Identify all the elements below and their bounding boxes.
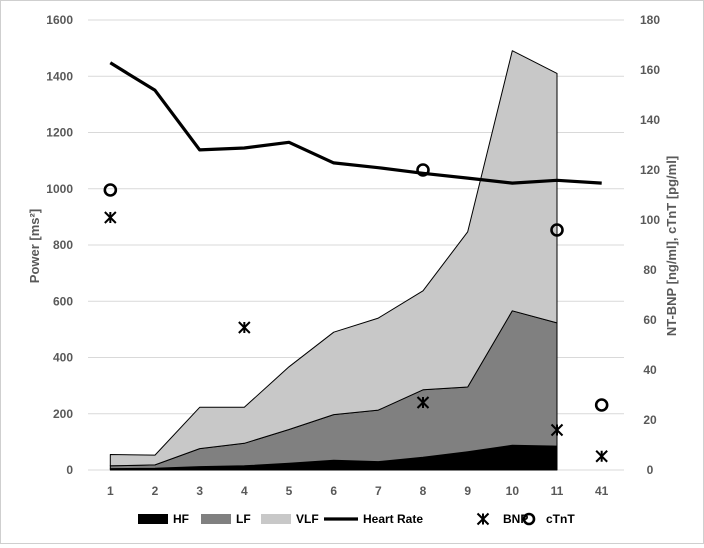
x-tick-label: 6: [330, 484, 337, 498]
ctnt-marker: [550, 223, 564, 237]
y-tick-label: 400: [53, 351, 73, 365]
y-tick-label: 200: [53, 407, 73, 421]
left-axis-tick-labels: 0 200 400 600 800 1000 1200 1400 1600: [46, 13, 73, 477]
legend-swatch: [261, 514, 291, 524]
x-tick-label: 8: [420, 484, 427, 498]
y-tick-label: 600: [53, 294, 73, 308]
y-right-tick-label: 80: [643, 263, 657, 277]
y-right-tick-label: 100: [640, 213, 660, 227]
x-tick-label: 11: [551, 484, 564, 498]
ctnt-marker: [416, 163, 430, 177]
y-right-tick-label: 20: [643, 413, 657, 427]
x-tick-label: 4: [241, 484, 248, 498]
y-right-tick-label: 140: [640, 113, 660, 127]
legend-label: LF: [236, 512, 251, 526]
legend-item-hf: HF: [138, 512, 189, 526]
legend-label: HF: [173, 512, 189, 526]
legend: HF LF VLF Heart Rate BNP cTnT: [138, 512, 575, 526]
legend-item-vlf: VLF: [261, 512, 319, 526]
legend-swatch: [201, 514, 231, 524]
y-tick-label: 0: [66, 463, 73, 477]
gridlines: [88, 19, 624, 471]
x-tick-label: 9: [464, 484, 471, 498]
legend-item-heart-rate: Heart Rate: [324, 512, 423, 526]
x-tick-label: 41: [595, 484, 609, 498]
x-axis-tick-labels: 1 2 3 4 5 6 7 8 9 10 11 41: [107, 484, 609, 498]
legend-item-ctnt: cTnT: [522, 512, 575, 526]
y-right-tick-label: 160: [640, 63, 660, 77]
ctnt-marker: [103, 183, 118, 197]
x-tick-label: 10: [506, 484, 520, 498]
y-tick-label: 1600: [46, 13, 73, 27]
x-tick-label: 2: [152, 484, 159, 498]
x-tick-label: 1: [107, 484, 114, 498]
y-tick-label: 1000: [46, 182, 73, 196]
x-tick-label: 5: [286, 484, 293, 498]
line-series: [109, 61, 602, 185]
y-right-tick-label: 180: [640, 13, 660, 27]
y-axis-right-title: NT-BNP [ng/ml], cTnT [pg/ml]: [664, 156, 679, 336]
bnp-marker: [104, 211, 117, 224]
ctnt-marker: [594, 398, 609, 412]
legend-item-lf: LF: [201, 512, 251, 526]
marker-series: [103, 163, 609, 463]
stacked-areas: [109, 50, 558, 471]
y-right-tick-label: 40: [643, 363, 657, 377]
right-axis-tick-labels: 0 20 40 60 80 100 120 140 160 180: [640, 13, 660, 477]
legend-label: VLF: [296, 512, 319, 526]
legend-item-bnp: BNP: [476, 512, 528, 526]
x-tick-label: 3: [196, 484, 203, 498]
legend-swatch: [476, 512, 490, 526]
y-axis-title: Power [ms²]: [27, 209, 42, 283]
area-vlf: [109, 50, 558, 467]
bnp-marker: [550, 423, 564, 437]
legend-label: cTnT: [546, 512, 575, 526]
legend-swatch: [138, 514, 168, 524]
bnp-marker: [595, 450, 608, 463]
y-right-tick-label: 60: [643, 313, 657, 327]
x-tick-label: 7: [375, 484, 382, 498]
y-tick-label: 800: [53, 238, 73, 252]
legend-swatch: [522, 512, 536, 526]
bnp-marker: [238, 321, 251, 334]
y-tick-label: 1200: [46, 126, 73, 140]
heart-rate-line: [109, 61, 602, 185]
y-right-tick-label: 0: [647, 463, 654, 477]
y-right-tick-label: 120: [640, 163, 660, 177]
legend-label: Heart Rate: [363, 512, 423, 526]
bnp-marker: [416, 396, 430, 409]
y-tick-label: 1400: [46, 69, 73, 83]
legend-label: BNP: [503, 512, 528, 526]
